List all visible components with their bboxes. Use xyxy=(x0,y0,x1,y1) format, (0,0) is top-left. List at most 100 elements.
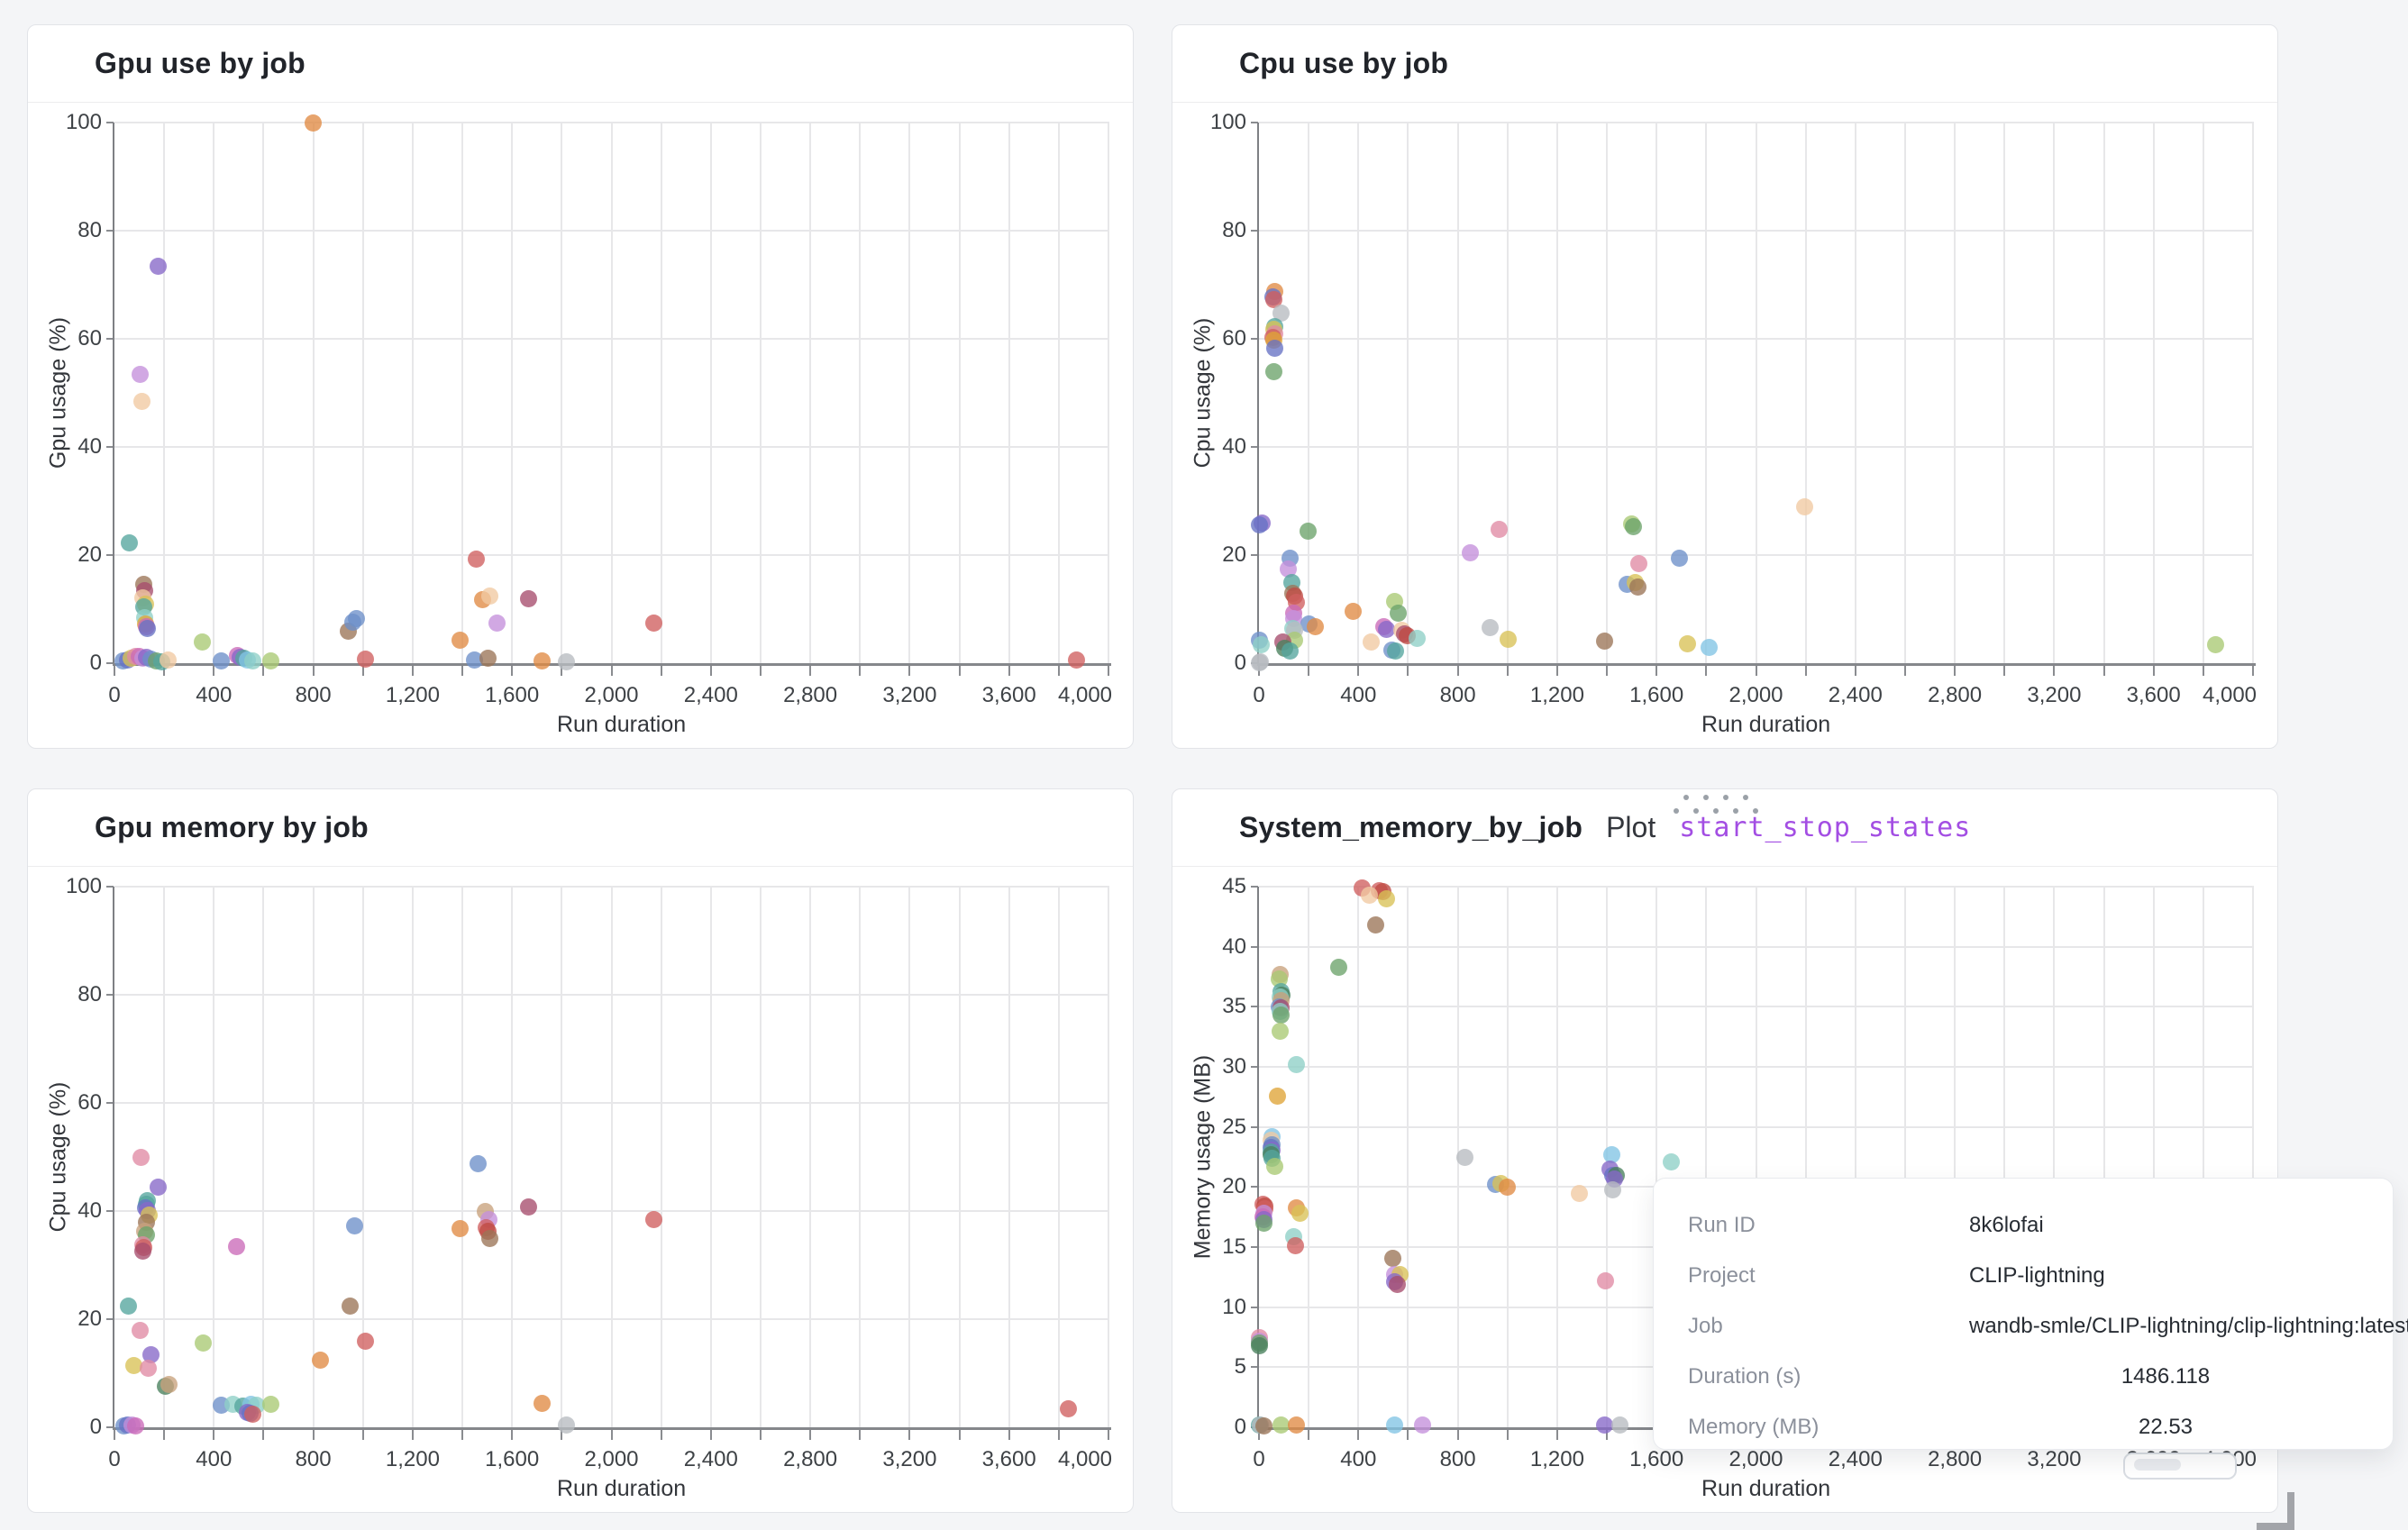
scatter-point[interactable] xyxy=(452,1219,470,1237)
scatter-point[interactable] xyxy=(1367,916,1385,934)
scatter-point[interactable] xyxy=(479,649,497,667)
scatter-plot-gpu-use[interactable]: Gpu usage (%) Run duration 0 20 40 60 80 100 0… xyxy=(28,103,1135,748)
scatter-point[interactable] xyxy=(121,533,139,551)
scatter-point[interactable] xyxy=(2207,635,2225,653)
scatter-point[interactable] xyxy=(1067,651,1085,669)
scatter-point[interactable] xyxy=(1306,618,1324,636)
scatter-point[interactable] xyxy=(1272,305,1291,323)
panel-system-memory-by-job[interactable]: System_memory_by_job Plot start_stop_sta… xyxy=(1172,788,2278,1513)
scatter-point[interactable] xyxy=(1481,618,1499,636)
scatter-point[interactable] xyxy=(1389,1275,1407,1293)
scatter-point[interactable] xyxy=(138,619,156,637)
scatter-point[interactable] xyxy=(1265,339,1283,357)
scatter-point[interactable] xyxy=(1329,958,1347,976)
scatter-point[interactable] xyxy=(213,651,231,669)
scatter-point[interactable] xyxy=(133,1242,151,1260)
scatter-point[interactable] xyxy=(1252,636,1270,654)
scatter-point[interactable] xyxy=(1408,629,1426,647)
scatter-point[interactable] xyxy=(1377,621,1395,639)
scatter-point[interactable] xyxy=(1269,1087,1287,1105)
plot-reference-link[interactable]: start_stop_states xyxy=(1679,812,1972,843)
scatter-point[interactable] xyxy=(243,651,261,669)
scatter-point[interactable] xyxy=(644,1211,662,1229)
panel-gpu-use-by-job[interactable]: Gpu use by job Gpu usage (%) Run duratio… xyxy=(27,24,1134,749)
scatter-point[interactable] xyxy=(1795,497,1813,515)
scatter-point[interactable] xyxy=(160,1375,178,1393)
scatter-point[interactable] xyxy=(1287,1055,1305,1073)
scatter-point[interactable] xyxy=(1461,543,1479,561)
scatter-point[interactable] xyxy=(1602,1145,1620,1163)
scatter-point[interactable] xyxy=(1385,1416,1403,1434)
scatter-point[interactable] xyxy=(1610,1416,1628,1434)
scatter-point[interactable] xyxy=(312,1351,330,1369)
scatter-point[interactable] xyxy=(159,651,177,669)
scatter-point[interactable] xyxy=(193,633,211,651)
panel-drag-handle[interactable] xyxy=(1674,795,1764,822)
scatter-point[interactable] xyxy=(149,257,167,275)
scatter-point[interactable] xyxy=(1255,1416,1272,1434)
scatter-point[interactable] xyxy=(1254,1214,1272,1232)
scatter-point[interactable] xyxy=(262,1396,280,1414)
scatter-point[interactable] xyxy=(1291,1205,1309,1223)
scatter-point[interactable] xyxy=(1414,1416,1432,1434)
scatter-point[interactable] xyxy=(1265,290,1283,308)
scatter-point[interactable] xyxy=(1299,523,1317,541)
scatter-plot-gpu-memory[interactable]: Cpu usage (%) Run duration 0 20 40 60 80 100 0… xyxy=(28,867,1135,1512)
scatter-point[interactable] xyxy=(1595,1416,1613,1434)
scatter-point[interactable] xyxy=(1362,633,1380,651)
scatter-point[interactable] xyxy=(1377,889,1395,907)
scatter-point[interactable] xyxy=(133,392,151,410)
scatter-point[interactable] xyxy=(345,1216,363,1234)
scatter-point[interactable] xyxy=(1287,1237,1305,1255)
scatter-point[interactable] xyxy=(558,1416,576,1434)
scatter-point[interactable] xyxy=(1679,634,1697,652)
scatter-point[interactable] xyxy=(1662,1152,1680,1170)
scatter-point[interactable] xyxy=(125,1356,142,1374)
scatter-point[interactable] xyxy=(119,1298,137,1316)
scatter-point[interactable] xyxy=(342,1297,360,1315)
scatter-point[interactable] xyxy=(1597,1271,1615,1289)
scatter-point[interactable] xyxy=(1386,642,1404,660)
scatter-point[interactable] xyxy=(132,1321,150,1339)
scatter-point[interactable] xyxy=(357,650,374,668)
scatter-point[interactable] xyxy=(195,1334,213,1352)
panel-mini-control[interactable] xyxy=(2123,1453,2237,1480)
scatter-point[interactable] xyxy=(1251,515,1269,533)
scatter-point[interactable] xyxy=(1361,886,1379,904)
scatter-point[interactable] xyxy=(262,652,280,670)
scatter-point[interactable] xyxy=(357,1333,374,1351)
scatter-point[interactable] xyxy=(534,651,552,669)
scatter-point[interactable] xyxy=(488,615,506,633)
panel-cpu-use-by-job[interactable]: Cpu use by job Cpu usage (%) Run duratio… xyxy=(1172,24,2278,749)
scatter-plot-cpu-use[interactable]: Cpu usage (%) Run duration 0 20 40 60 80 100 0… xyxy=(1172,103,2279,748)
scatter-point[interactable] xyxy=(1280,560,1298,578)
scatter-point[interactable] xyxy=(132,1148,150,1166)
scatter-point[interactable] xyxy=(467,550,485,568)
scatter-point[interactable] xyxy=(1390,604,1408,622)
scatter-point[interactable] xyxy=(1499,631,1517,649)
scatter-point[interactable] xyxy=(1625,517,1643,535)
scatter-point[interactable] xyxy=(1287,1416,1305,1434)
scatter-point[interactable] xyxy=(470,1154,488,1172)
scatter-point[interactable] xyxy=(1250,653,1268,671)
scatter-point[interactable] xyxy=(1281,642,1299,660)
scatter-point[interactable] xyxy=(644,614,662,632)
scatter-point[interactable] xyxy=(243,1405,261,1423)
scatter-point[interactable] xyxy=(347,610,365,628)
scatter-point[interactable] xyxy=(131,365,149,383)
scatter-point[interactable] xyxy=(1265,1158,1283,1176)
scatter-point[interactable] xyxy=(1271,1022,1289,1040)
scatter-point[interactable] xyxy=(534,1395,552,1413)
scatter-point[interactable] xyxy=(1571,1184,1589,1202)
scatter-point[interactable] xyxy=(1499,1178,1517,1196)
scatter-point[interactable] xyxy=(305,114,323,132)
scatter-point[interactable] xyxy=(149,1178,167,1196)
scatter-point[interactable] xyxy=(481,587,499,606)
scatter-point[interactable] xyxy=(520,590,538,608)
scatter-point[interactable] xyxy=(1701,638,1719,656)
scatter-point[interactable] xyxy=(1272,1416,1291,1434)
scatter-point[interactable] xyxy=(480,1229,498,1247)
scatter-point[interactable] xyxy=(1603,1180,1621,1198)
scatter-point[interactable] xyxy=(520,1198,538,1216)
scatter-point[interactable] xyxy=(1344,602,1362,620)
